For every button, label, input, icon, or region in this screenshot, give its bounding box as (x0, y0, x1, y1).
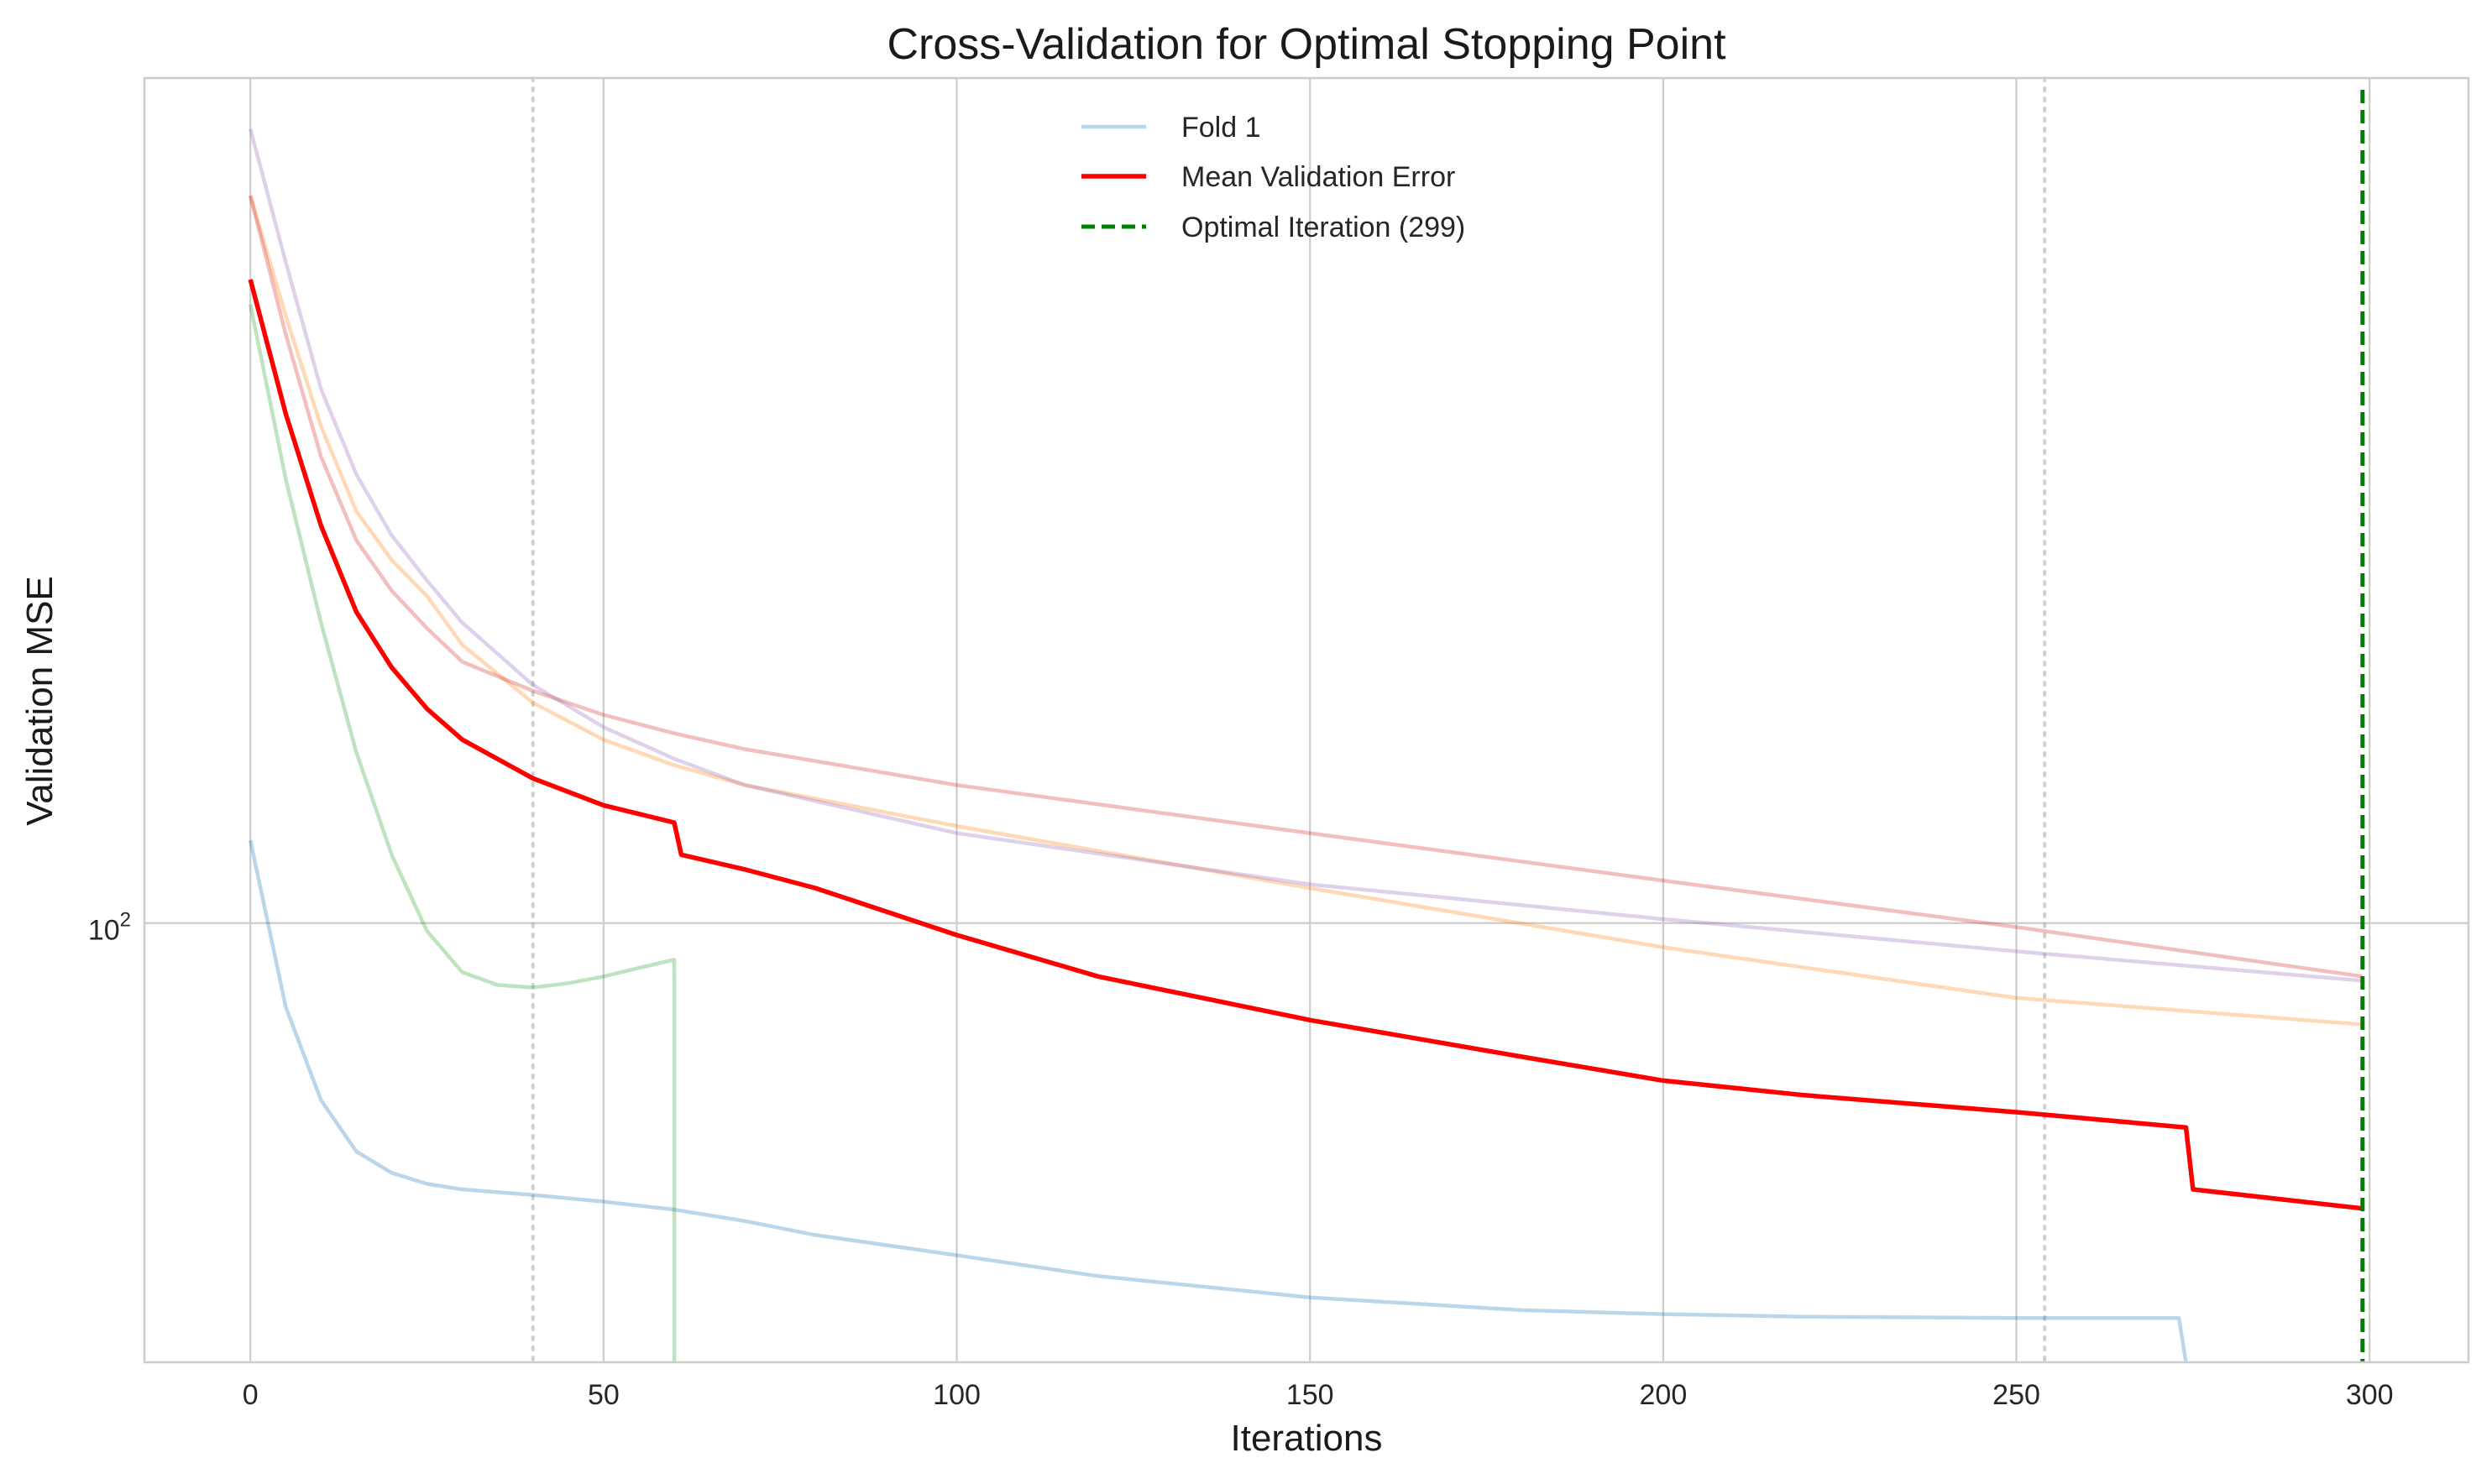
x-tick-label: 300 (2346, 1379, 2394, 1411)
y-tick-labels: 102 (88, 909, 131, 947)
legend-label-optimal: Optimal Iteration (299) (1181, 212, 1465, 243)
legend-label-mean: Mean Validation Error (1181, 161, 1455, 193)
plot-frame (143, 76, 2470, 1364)
series-line-fold-4 (249, 195, 2364, 979)
x-tick-label: 250 (1992, 1379, 2040, 1411)
grid (144, 78, 2468, 1362)
x-tick-label: 150 (1286, 1379, 1334, 1411)
series-line-fold-2 (249, 195, 2363, 1027)
plot-background (144, 78, 2468, 1362)
series-line-fold-1 (248, 839, 2188, 1363)
x-tick-label: 100 (933, 1379, 981, 1411)
dotted-reference-lines (531, 76, 2047, 1364)
x-tick-labels: 0 50 100 150 200 250 300 (243, 1379, 2394, 1411)
legend-label-fold-1: Fold 1 (1181, 112, 1261, 144)
y-axis-label: Validation MSE (19, 576, 60, 826)
x-tick-label: 50 (588, 1379, 620, 1411)
series-line-fold-5 (249, 128, 2363, 983)
chart-title: Cross-Validation for Optimal Stopping Po… (887, 20, 1726, 69)
x-axis-label: Iterations (1231, 1418, 1383, 1459)
y-tick-label: 102 (88, 909, 131, 947)
series-group (248, 128, 2364, 1363)
x-tick-label: 0 (243, 1379, 259, 1411)
series-line-mean (248, 279, 2364, 1211)
x-tick-label: 200 (1640, 1379, 1688, 1411)
series-line-fold-3 (248, 304, 677, 1363)
legend: Fold 1 Mean Validation Error Optimal Ite… (1081, 112, 1465, 243)
